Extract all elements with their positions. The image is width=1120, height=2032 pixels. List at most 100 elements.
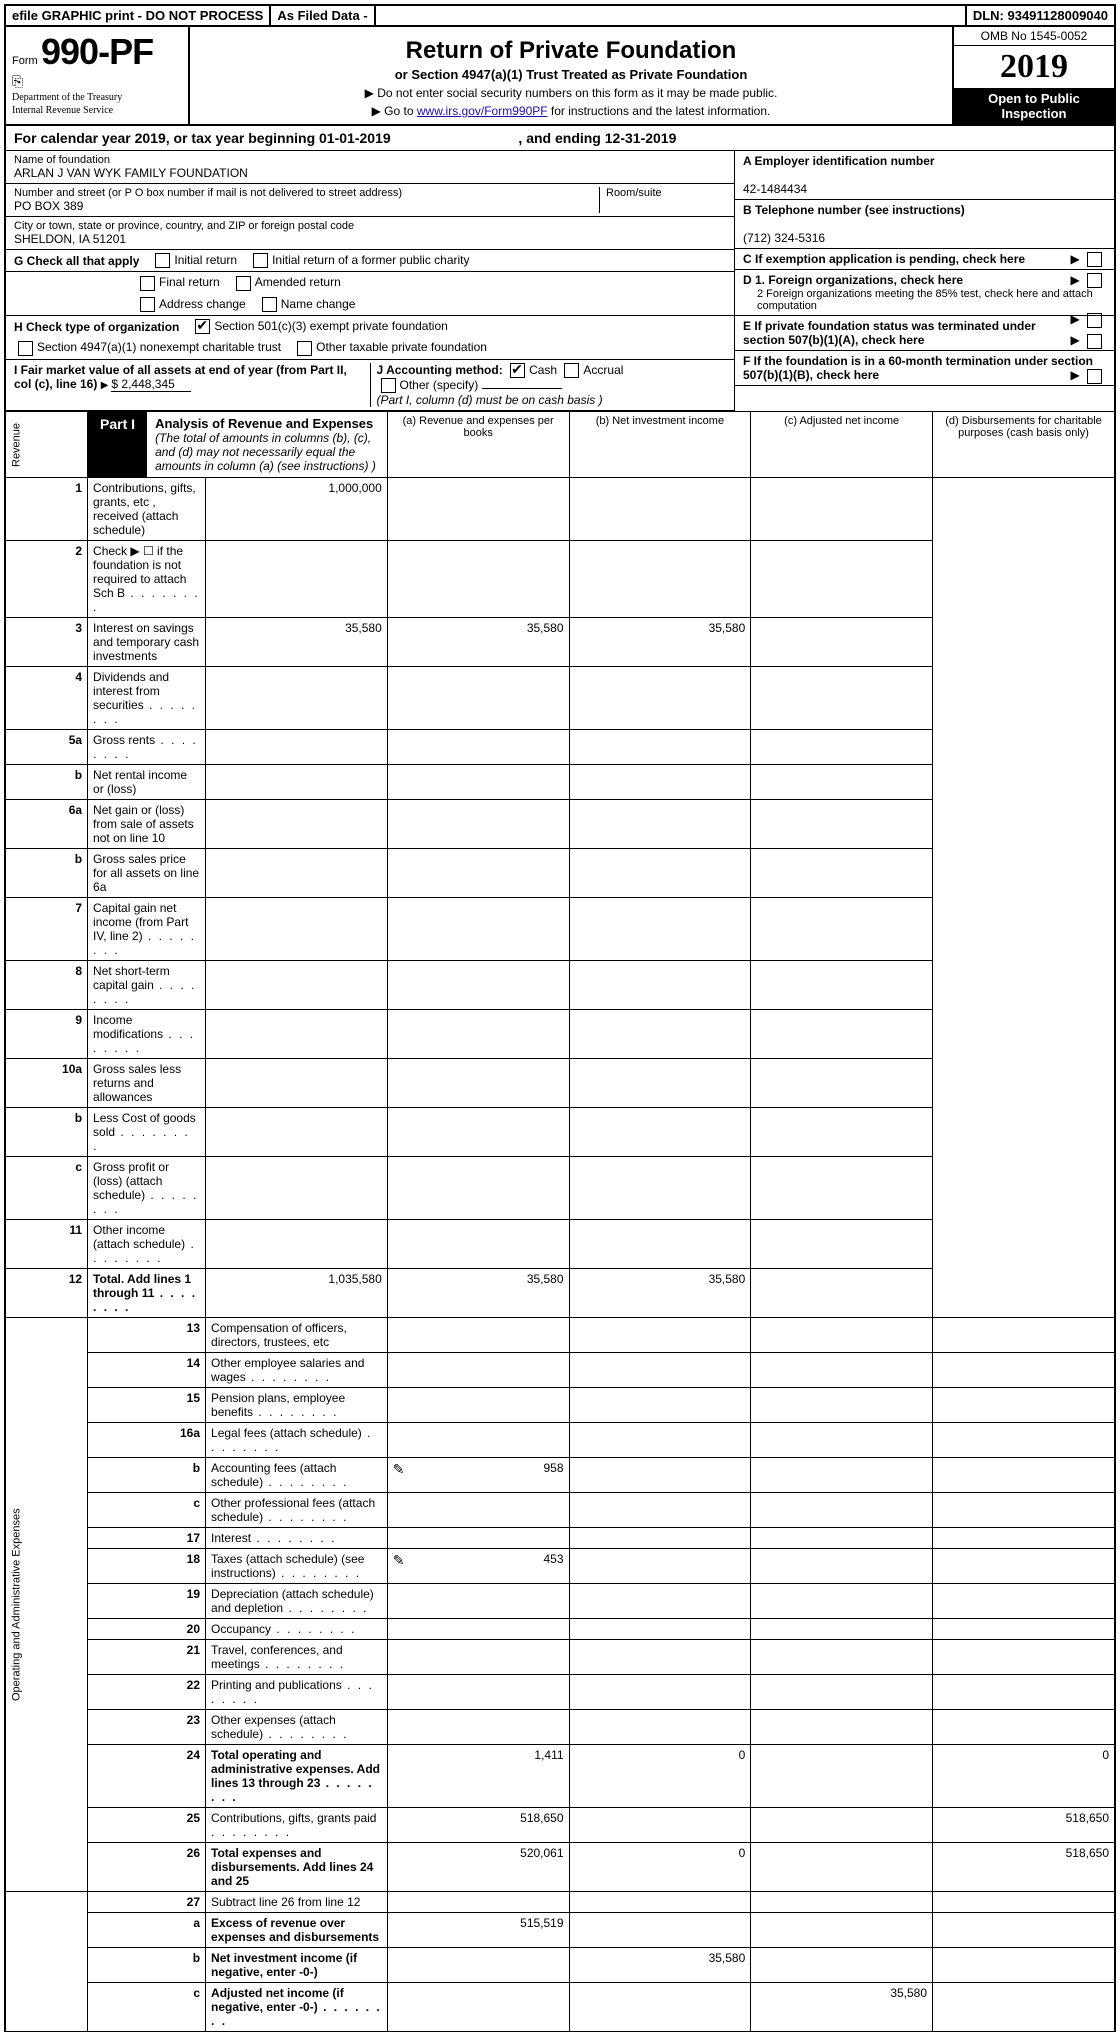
section-c: C If exemption application is pending, c… (735, 249, 1114, 270)
value-cell (387, 1619, 569, 1640)
value-cell (206, 1220, 388, 1269)
checkbox-c[interactable] (1087, 252, 1102, 267)
checkbox-d1[interactable] (1087, 273, 1102, 288)
line-number: 3 (5, 618, 88, 667)
line-number: 18 (88, 1549, 206, 1584)
expenses-label: Operating and Administrative Expenses (5, 1318, 88, 1892)
checkbox-initial-former[interactable] (253, 253, 268, 268)
value-cell (933, 1584, 1115, 1619)
line-number: 21 (88, 1640, 206, 1675)
value-cell (206, 730, 388, 765)
form-prefix: Form (12, 55, 38, 67)
info-grid: Name of foundation ARLAN J VAN WYK FAMIL… (4, 151, 1116, 411)
table-row: cOther professional fees (attach schedul… (5, 1493, 1115, 1528)
addr-value: PO BOX 389 (14, 199, 599, 213)
value-cell (933, 1948, 1115, 1983)
e-label: E If private foundation status was termi… (743, 319, 1036, 347)
value-cell (387, 1528, 569, 1549)
value-cell (751, 1528, 933, 1549)
part1-title: Analysis of Revenue and Expenses (The to… (147, 412, 387, 477)
checkbox-501c3[interactable] (195, 319, 210, 334)
table-row: 19Depreciation (attach schedule) and dep… (5, 1584, 1115, 1619)
line-desc: Gross sales less returns and allowances (88, 1059, 206, 1108)
table-row: 25Contributions, gifts, grants paid518,6… (5, 1808, 1115, 1843)
open-public: Open to Public Inspection (954, 88, 1114, 124)
d2-label: 2 Foreign organizations meeting the 85% … (743, 288, 1106, 312)
instr-line1: ▶ Do not enter social security numbers o… (200, 86, 942, 100)
g-opt-3: Amended return (255, 275, 341, 289)
value-cell (206, 667, 388, 730)
value-cell (751, 1010, 933, 1059)
line-desc: Gross sales price for all assets on line… (88, 849, 206, 898)
table-row: 11Other income (attach schedule) (5, 1220, 1115, 1269)
value-cell (387, 1010, 569, 1059)
checkbox-f[interactable] (1087, 369, 1102, 384)
value-cell (206, 1108, 388, 1157)
line-number: 12 (5, 1269, 88, 1318)
section-a: A Employer identification number 42-1484… (735, 151, 1114, 200)
value-cell (569, 1493, 751, 1528)
checkbox-amended[interactable] (236, 276, 251, 291)
table-row: 15Pension plans, employee benefits (5, 1388, 1115, 1423)
checkbox-e[interactable] (1087, 334, 1102, 349)
line-number: 23 (88, 1710, 206, 1745)
line-number: 24 (88, 1745, 206, 1808)
table-row: bNet rental income or (loss) (5, 765, 1115, 800)
line-number: b (5, 1108, 88, 1157)
dept-line2: Internal Revenue Service (12, 105, 182, 116)
value-cell (569, 478, 751, 541)
line-number: 1 (5, 478, 88, 541)
table-row: cGross profit or (loss) (attach schedule… (5, 1157, 1115, 1220)
g-opt-0: Initial return (174, 253, 237, 267)
value-cell (387, 1059, 569, 1108)
j-note: (Part I, column (d) must be on cash basi… (377, 393, 603, 407)
checkbox-initial[interactable] (155, 253, 170, 268)
line-number: 8 (5, 961, 88, 1010)
col-a-header: (a) Revenue and expenses per books (387, 412, 569, 478)
line-number: b (88, 1458, 206, 1493)
name-block: Name of foundation ARLAN J VAN WYK FAMIL… (6, 151, 734, 184)
line-desc: Occupancy (206, 1619, 388, 1640)
value-cell (569, 849, 751, 898)
checkbox-other[interactable] (381, 378, 396, 393)
value-cell (206, 1157, 388, 1220)
value-cell (569, 1010, 751, 1059)
checkbox-address[interactable] (140, 297, 155, 312)
col-d-header: (d) Disbursements for charitable purpose… (933, 412, 1115, 478)
checkbox-cash[interactable] (510, 363, 525, 378)
j-label: J Accounting method: (377, 363, 503, 377)
value-cell: 1,035,580 (206, 1269, 388, 1318)
table-row: 5aGross rents (5, 730, 1115, 765)
line-desc: Net rental income or (loss) (88, 765, 206, 800)
value-cell (569, 1353, 751, 1388)
value-cell (751, 1493, 933, 1528)
table-row: bAccounting fees (attach schedule)✎958 (5, 1458, 1115, 1493)
value-cell (569, 730, 751, 765)
f-label: F If the foundation is in a 60-month ter… (743, 354, 1093, 382)
value-cell (387, 730, 569, 765)
line-desc: Accounting fees (attach schedule) (206, 1458, 388, 1493)
attachment-icon[interactable]: ✎ (393, 1461, 405, 1478)
line-number: 11 (5, 1220, 88, 1269)
line-desc: Subtract line 26 from line 12 (206, 1892, 388, 1913)
checkbox-4947[interactable] (18, 341, 33, 356)
table-row: 20Occupancy (5, 1619, 1115, 1640)
value-cell (751, 1619, 933, 1640)
header-left: Form 990-PF ⎘ Department of the Treasury… (6, 27, 190, 124)
line-number: 17 (88, 1528, 206, 1549)
line-desc: Legal fees (attach schedule) (206, 1423, 388, 1458)
checkbox-name[interactable] (262, 297, 277, 312)
line-number: 22 (88, 1675, 206, 1710)
value-cell (387, 961, 569, 1010)
attachment-icon[interactable]: ✎ (393, 1552, 405, 1569)
checkbox-d2[interactable] (1087, 313, 1102, 328)
checkbox-final[interactable] (140, 276, 155, 291)
checkbox-accrual[interactable] (564, 363, 579, 378)
calendar-year-row: For calendar year 2019, or tax year begi… (4, 126, 1116, 151)
line-number: 25 (88, 1808, 206, 1843)
value-cell (569, 1913, 751, 1948)
header-mid: Return of Private Foundation or Section … (190, 27, 952, 124)
irs-link[interactable]: www.irs.gov/Form990PF (417, 104, 548, 118)
checkbox-other-tax[interactable] (297, 341, 312, 356)
line-number: b (5, 849, 88, 898)
